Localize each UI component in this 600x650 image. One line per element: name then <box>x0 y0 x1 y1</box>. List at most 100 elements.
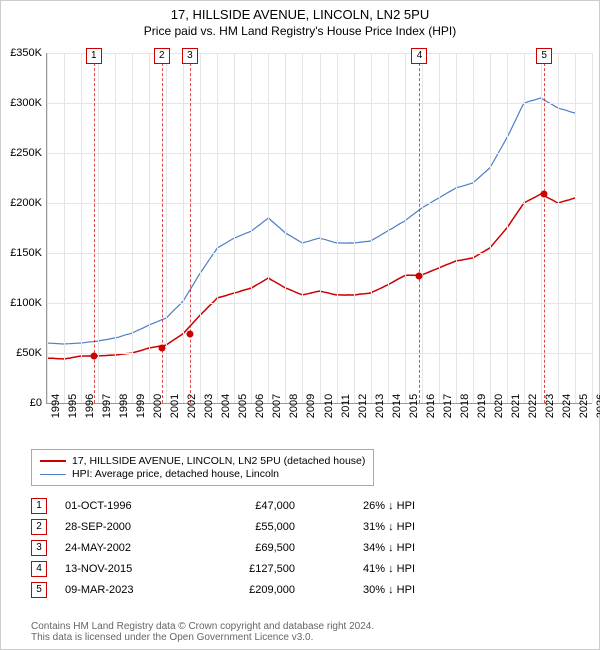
transaction-price: £127,500 <box>205 563 295 575</box>
chart-legend: 17, HILLSIDE AVENUE, LINCOLN, LN2 5PU (d… <box>31 449 374 486</box>
x-axis-label: 2004 <box>220 394 232 418</box>
gridline-v <box>166 53 167 403</box>
chart-plot-area: 12345 <box>46 53 592 404</box>
gridline-v <box>285 53 286 403</box>
gridline-v <box>405 53 406 403</box>
gridline-v <box>575 53 576 403</box>
x-axis-label: 1998 <box>118 394 130 418</box>
gridline-v <box>439 53 440 403</box>
gridline-v <box>388 53 389 403</box>
transaction-row: 4 13-NOV-2015£127,50041% ↓ HPI <box>31 561 415 577</box>
x-axis-label: 2025 <box>578 394 590 418</box>
gridline-v <box>98 53 99 403</box>
transaction-row: 324-MAY-2002£69,50034% ↓ HPI <box>31 540 415 556</box>
transaction-price: £47,000 <box>205 500 295 512</box>
x-axis-label: 2006 <box>254 394 266 418</box>
x-axis-label: 2001 <box>169 394 181 418</box>
gridline-v <box>337 53 338 403</box>
gridline-v <box>558 53 559 403</box>
x-axis-label: 1997 <box>101 394 113 418</box>
gridline-v <box>81 53 82 403</box>
marker-line-1 <box>94 53 95 403</box>
x-axis-label: 1996 <box>84 394 96 418</box>
legend-item: 17, HILLSIDE AVENUE, LINCOLN, LN2 5PU (d… <box>40 455 365 467</box>
marker-box-1: 1 <box>86 48 102 64</box>
marker-point-1 <box>90 353 97 360</box>
x-axis-label: 2018 <box>459 394 471 418</box>
marker-box-2: 2 <box>154 48 170 64</box>
transaction-date: 13-NOV-2015 <box>65 563 205 575</box>
x-axis-label: 2023 <box>544 394 556 418</box>
transaction-date: 01-OCT-1996 <box>65 500 205 512</box>
x-axis-label: 1994 <box>50 394 62 418</box>
marker-line-5 <box>544 53 545 403</box>
marker-box-4: 4 <box>411 48 427 64</box>
marker-line-4 <box>419 53 420 403</box>
transaction-date: 09-MAR-2023 <box>65 584 205 596</box>
x-axis-label: 2010 <box>323 394 335 418</box>
transaction-row: 509-MAR-2023£209,00030% ↓ HPI <box>31 582 415 598</box>
x-axis-label: 2003 <box>203 394 215 418</box>
transaction-number: 2 <box>31 519 47 535</box>
marker-box-5: 5 <box>536 48 552 64</box>
transaction-date: 28-SEP-2000 <box>65 521 205 533</box>
x-axis-label: 2019 <box>476 394 488 418</box>
x-axis-label: 1995 <box>67 394 79 418</box>
y-axis-label: £200K <box>2 197 42 209</box>
transaction-pct: 34% ↓ HPI <box>295 542 415 554</box>
gridline-v <box>64 53 65 403</box>
transaction-pct: 31% ↓ HPI <box>295 521 415 533</box>
marker-point-4 <box>416 272 423 279</box>
transaction-number: 3 <box>31 540 47 556</box>
x-axis-label: 2005 <box>237 394 249 418</box>
x-axis-label: 2007 <box>271 394 283 418</box>
gridline-v <box>200 53 201 403</box>
transaction-price: £69,500 <box>205 542 295 554</box>
transaction-row: 228-SEP-2000£55,00031% ↓ HPI <box>31 519 415 535</box>
transactions-table: 101-OCT-1996£47,00026% ↓ HPI228-SEP-2000… <box>31 493 415 603</box>
marker-line-3 <box>190 53 191 403</box>
x-axis-label: 2024 <box>561 394 573 418</box>
gridline-v <box>268 53 269 403</box>
gridline-v <box>490 53 491 403</box>
x-axis-label: 2016 <box>425 394 437 418</box>
legend-label: HPI: Average price, detached house, Linc… <box>72 468 279 480</box>
x-axis-label: 1999 <box>135 394 147 418</box>
footer-line-1: Contains HM Land Registry data © Crown c… <box>31 621 374 632</box>
x-axis-label: 2026 <box>595 394 600 418</box>
x-axis-label: 2020 <box>493 394 505 418</box>
gridline-v <box>371 53 372 403</box>
marker-box-3: 3 <box>182 48 198 64</box>
gridline-v <box>149 53 150 403</box>
transaction-price: £209,000 <box>205 584 295 596</box>
gridline-v <box>115 53 116 403</box>
y-axis-label: £300K <box>2 97 42 109</box>
x-axis-label: 2022 <box>527 394 539 418</box>
x-axis-label: 2021 <box>510 394 522 418</box>
transaction-number: 4 <box>31 561 47 577</box>
y-axis-label: £50K <box>2 347 42 359</box>
footer-attribution: Contains HM Land Registry data © Crown c… <box>31 621 374 643</box>
transaction-pct: 41% ↓ HPI <box>295 563 415 575</box>
x-axis-label: 2011 <box>340 394 352 418</box>
footer-line-2: This data is licensed under the Open Gov… <box>31 632 374 643</box>
x-axis-label: 2009 <box>305 394 317 418</box>
y-axis-label: £0 <box>2 397 42 409</box>
x-axis-label: 2014 <box>391 394 403 418</box>
chart-subtitle: Price paid vs. HM Land Registry's House … <box>1 24 599 38</box>
transaction-number: 1 <box>31 498 47 514</box>
y-axis-label: £150K <box>2 247 42 259</box>
marker-point-5 <box>541 191 548 198</box>
x-axis-label: 2002 <box>186 394 198 418</box>
gridline-v <box>456 53 457 403</box>
chart-container: 17, HILLSIDE AVENUE, LINCOLN, LN2 5PU Pr… <box>0 0 600 650</box>
gridline-v <box>524 53 525 403</box>
gridline-v <box>473 53 474 403</box>
x-axis-label: 2008 <box>288 394 300 418</box>
gridline-v <box>422 53 423 403</box>
chart-title: 17, HILLSIDE AVENUE, LINCOLN, LN2 5PU <box>1 7 599 22</box>
legend-swatch <box>40 460 66 462</box>
gridline-v <box>47 53 48 403</box>
legend-item: HPI: Average price, detached house, Linc… <box>40 468 365 480</box>
gridline-v <box>354 53 355 403</box>
